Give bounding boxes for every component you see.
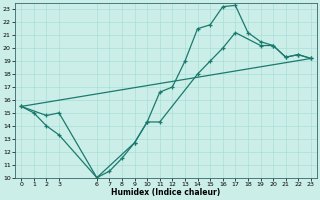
X-axis label: Humidex (Indice chaleur): Humidex (Indice chaleur) <box>111 188 221 197</box>
